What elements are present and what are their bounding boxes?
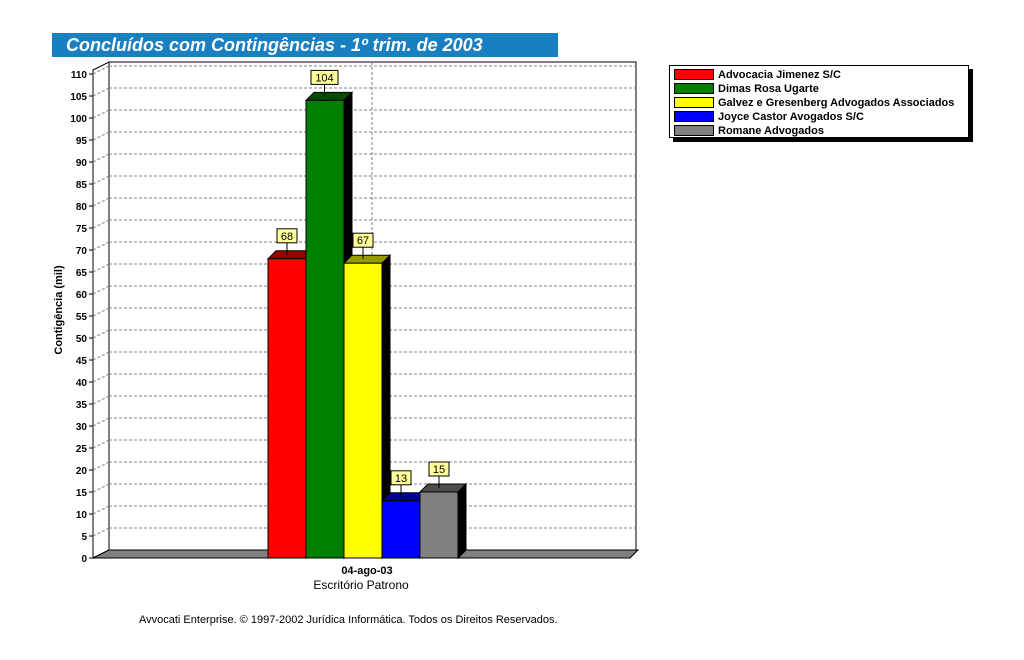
gridline-side (92, 395, 110, 405)
data-label: 13 (395, 473, 407, 485)
gridline-side (92, 307, 110, 317)
gridline-side (92, 109, 110, 119)
y-tick-label: 85 (76, 180, 88, 191)
legend-entry: Joyce Castor Avogados S/C (674, 110, 864, 123)
y-tick-label: 35 (76, 400, 88, 411)
x-axis-title: Escritório Patrono (313, 578, 409, 592)
data-label-box (390, 470, 412, 486)
gridline-side (92, 527, 110, 537)
legend-label: Galvez e Gresenberg Advogados Associados (718, 97, 955, 109)
legend-entry: Dimas Rosa Ugarte (674, 82, 819, 95)
data-label: 15 (433, 464, 445, 476)
copyright-footer: Avvocati Enterprise. © 1997-2002 Jurídic… (139, 614, 558, 626)
gridline-side (92, 285, 110, 295)
data-label-box (428, 461, 450, 477)
bar-side (457, 482, 467, 560)
legend-label: Joyce Castor Avogados S/C (718, 111, 864, 123)
bar-top (304, 91, 354, 101)
y-tick-label: 65 (76, 268, 88, 279)
gridline-side (92, 263, 110, 273)
y-tick-label: 40 (76, 378, 88, 389)
gridline-side (92, 241, 110, 251)
legend-entry: Galvez e Gresenberg Advogados Associados (674, 96, 955, 109)
legend-swatch (674, 82, 714, 94)
legend-entry: Romane Advogados (674, 124, 824, 137)
chart-title: Concluídos com Contingências - 1º trim. … (66, 35, 483, 55)
data-label-box (276, 228, 298, 244)
data-label-box (352, 232, 374, 248)
bar (343, 262, 383, 559)
gridline-side (92, 373, 110, 383)
y-tick-label: 30 (76, 422, 88, 433)
bar (305, 99, 345, 559)
gridline-side (92, 483, 110, 493)
legend-swatch (674, 68, 714, 80)
bar (381, 500, 421, 559)
y-tick-label: 90 (76, 158, 88, 169)
plot-left-wall (92, 61, 110, 559)
y-tick-label: 5 (81, 532, 87, 543)
gridline-side (92, 461, 110, 471)
chart-title-bar: Concluídos com Contingências - 1º trim. … (52, 33, 558, 57)
gridline-side (92, 219, 110, 229)
gridline-side (92, 153, 110, 163)
chart-legend: Advocacia Jimenez S/C Dimas Rosa Ugarte Ga… (669, 65, 969, 138)
y-tick-label: 105 (70, 92, 87, 103)
legend-label: Advocacia Jimenez S/C (718, 69, 841, 81)
data-label: 67 (357, 235, 369, 247)
y-tick-label: 55 (76, 312, 88, 323)
y-tick-label: 60 (76, 290, 88, 301)
y-tick-label: 20 (76, 466, 88, 477)
gridline-side (92, 351, 110, 361)
y-tick-label: 45 (76, 356, 88, 367)
legend-label: Romane Advogados (718, 125, 824, 137)
y-tick-label: 110 (71, 70, 88, 81)
data-label: 68 (281, 231, 293, 243)
gridline-side (92, 439, 110, 449)
data-label: 104 (315, 72, 333, 84)
y-tick-label: 100 (70, 114, 87, 125)
gridline-side (92, 65, 110, 75)
y-tick-label: 50 (76, 334, 88, 345)
y-tick-label: 80 (76, 202, 88, 213)
gridline-side (92, 417, 110, 427)
y-tick-label: 10 (76, 510, 88, 521)
y-tick-label: 25 (76, 444, 88, 455)
data-label-box (310, 69, 339, 85)
y-tick-label: 70 (76, 246, 88, 257)
y-tick-label: 95 (76, 136, 88, 147)
gridline-side (92, 131, 110, 141)
bar (419, 491, 459, 559)
bar-top (342, 254, 392, 264)
gridline-side (92, 329, 110, 339)
bar (267, 258, 307, 559)
legend-swatch (674, 110, 714, 122)
gridline-side (92, 87, 110, 97)
bar-top (418, 483, 468, 493)
legend-label: Dimas Rosa Ugarte (718, 83, 819, 95)
gridline-side (92, 505, 110, 515)
gridline-side (92, 197, 110, 207)
gridline-side (92, 175, 110, 185)
legend-entry: Advocacia Jimenez S/C (674, 68, 841, 81)
legend-swatch (674, 96, 714, 108)
x-tick-label: 04-ago-03 (341, 565, 392, 577)
legend-swatch (674, 124, 714, 136)
y-axis-title: Contigência (mil) (53, 265, 65, 355)
y-tick-label: 15 (76, 488, 88, 499)
y-tick-label: 0 (81, 554, 87, 565)
y-tick-label: 75 (76, 224, 88, 235)
